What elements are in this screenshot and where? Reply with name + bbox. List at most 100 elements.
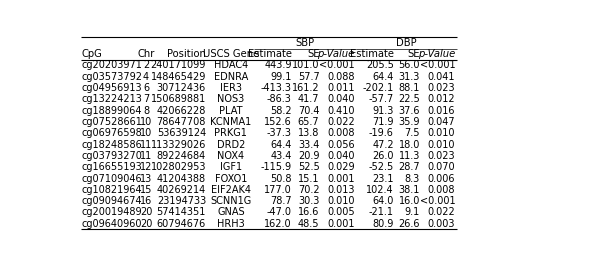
Text: 0.056: 0.056 (327, 140, 355, 149)
Text: 0.040: 0.040 (327, 151, 355, 161)
Text: 80.9: 80.9 (373, 219, 394, 229)
Text: cg09640960: cg09640960 (82, 219, 142, 229)
Text: 0.022: 0.022 (427, 207, 455, 217)
Text: 102802953: 102802953 (151, 162, 206, 172)
Text: cg20019489: cg20019489 (82, 207, 142, 217)
Text: 0.088: 0.088 (327, 72, 355, 82)
Text: 20.9: 20.9 (298, 151, 319, 161)
Text: SE: SE (408, 49, 420, 59)
Text: cg07528661: cg07528661 (82, 117, 143, 127)
Text: 0.070: 0.070 (427, 162, 455, 172)
Text: 23.1: 23.1 (372, 173, 394, 184)
Text: 0.040: 0.040 (327, 94, 355, 104)
Text: 99.1: 99.1 (271, 72, 292, 82)
Text: 40269214: 40269214 (157, 185, 206, 195)
Text: cg18899064: cg18899064 (82, 106, 142, 116)
Text: <0.001: <0.001 (419, 61, 455, 70)
Text: 152.6: 152.6 (264, 117, 292, 127)
Text: 148465429: 148465429 (151, 72, 206, 82)
Text: Estimate: Estimate (350, 49, 394, 59)
Text: EIF2AK4: EIF2AK4 (211, 185, 251, 195)
Text: NOS3: NOS3 (217, 94, 244, 104)
Text: HRH3: HRH3 (217, 219, 245, 229)
Text: Chr: Chr (137, 49, 155, 59)
Text: HDAC4: HDAC4 (213, 61, 248, 70)
Text: 64.0: 64.0 (373, 196, 394, 206)
Text: <0.001: <0.001 (419, 196, 455, 206)
Text: 0.022: 0.022 (327, 117, 355, 127)
Text: 20: 20 (140, 207, 152, 217)
Text: 26.6: 26.6 (399, 219, 420, 229)
Text: 48.5: 48.5 (298, 219, 319, 229)
Text: 16.0: 16.0 (399, 196, 420, 206)
Text: 78647708: 78647708 (157, 117, 206, 127)
Text: cg09094674: cg09094674 (82, 196, 142, 206)
Text: 10: 10 (140, 128, 152, 138)
Text: 37.6: 37.6 (399, 106, 420, 116)
Text: -47.0: -47.0 (267, 207, 292, 217)
Text: 57414351: 57414351 (157, 207, 206, 217)
Text: 0.023: 0.023 (427, 151, 455, 161)
Text: 0.029: 0.029 (327, 162, 355, 172)
Text: 0.041: 0.041 (428, 72, 455, 82)
Text: FOXO1: FOXO1 (215, 173, 247, 184)
Text: 0.410: 0.410 (327, 106, 355, 116)
Text: 65.7: 65.7 (298, 117, 319, 127)
Text: 64.4: 64.4 (373, 72, 394, 82)
Text: cg07109046: cg07109046 (82, 173, 142, 184)
Text: EDNRA: EDNRA (213, 72, 248, 82)
Text: 0.011: 0.011 (327, 83, 355, 93)
Text: -115.9: -115.9 (261, 162, 292, 172)
Text: 443.9: 443.9 (264, 61, 292, 70)
Text: GNAS: GNAS (217, 207, 245, 217)
Text: 20: 20 (140, 219, 152, 229)
Text: -86.3: -86.3 (267, 94, 292, 104)
Text: 38.1: 38.1 (399, 185, 420, 195)
Text: <0.001: <0.001 (319, 61, 355, 70)
Text: USCS Gene: USCS Gene (203, 49, 259, 59)
Text: 11.3: 11.3 (399, 151, 420, 161)
Text: 102.4: 102.4 (366, 185, 394, 195)
Text: 7.5: 7.5 (405, 128, 420, 138)
Text: 16: 16 (140, 196, 152, 206)
Text: 177.0: 177.0 (264, 185, 292, 195)
Text: 6: 6 (143, 83, 149, 93)
Text: -57.7: -57.7 (368, 94, 394, 104)
Text: cg03793270: cg03793270 (82, 151, 143, 161)
Text: 150689881: 150689881 (151, 94, 206, 104)
Text: 26.0: 26.0 (372, 151, 394, 161)
Text: DBP: DBP (396, 38, 417, 48)
Text: 91.3: 91.3 (373, 106, 394, 116)
Text: 43.4: 43.4 (271, 151, 292, 161)
Text: 78.7: 78.7 (270, 196, 292, 206)
Text: SE: SE (307, 49, 319, 59)
Text: 0.012: 0.012 (427, 94, 455, 104)
Text: 13: 13 (140, 173, 152, 184)
Text: 47.2: 47.2 (372, 140, 394, 149)
Text: 13.8: 13.8 (298, 128, 319, 138)
Text: 7: 7 (143, 94, 149, 104)
Text: PLAT: PLAT (219, 106, 242, 116)
Text: -413.3: -413.3 (261, 83, 292, 93)
Text: cg20203971: cg20203971 (82, 61, 143, 70)
Text: 52.5: 52.5 (298, 162, 319, 172)
Text: cg18248586: cg18248586 (82, 140, 143, 149)
Text: 8: 8 (143, 106, 149, 116)
Text: SBP: SBP (296, 38, 315, 48)
Text: 113329026: 113329026 (151, 140, 206, 149)
Text: 162.0: 162.0 (264, 219, 292, 229)
Text: 0.001: 0.001 (327, 173, 355, 184)
Text: 57.7: 57.7 (298, 72, 319, 82)
Text: 0.003: 0.003 (428, 219, 455, 229)
Text: 16.6: 16.6 (298, 207, 319, 217)
Text: 18.0: 18.0 (399, 140, 420, 149)
Text: 41.7: 41.7 (298, 94, 319, 104)
Text: cg06976598: cg06976598 (82, 128, 143, 138)
Text: cg13224213: cg13224213 (82, 94, 143, 104)
Text: 9.1: 9.1 (405, 207, 420, 217)
Text: 8.3: 8.3 (405, 173, 420, 184)
Text: 58.2: 58.2 (270, 106, 292, 116)
Text: IGF1: IGF1 (220, 162, 242, 172)
Text: 11: 11 (140, 151, 152, 161)
Text: 12: 12 (140, 162, 152, 172)
